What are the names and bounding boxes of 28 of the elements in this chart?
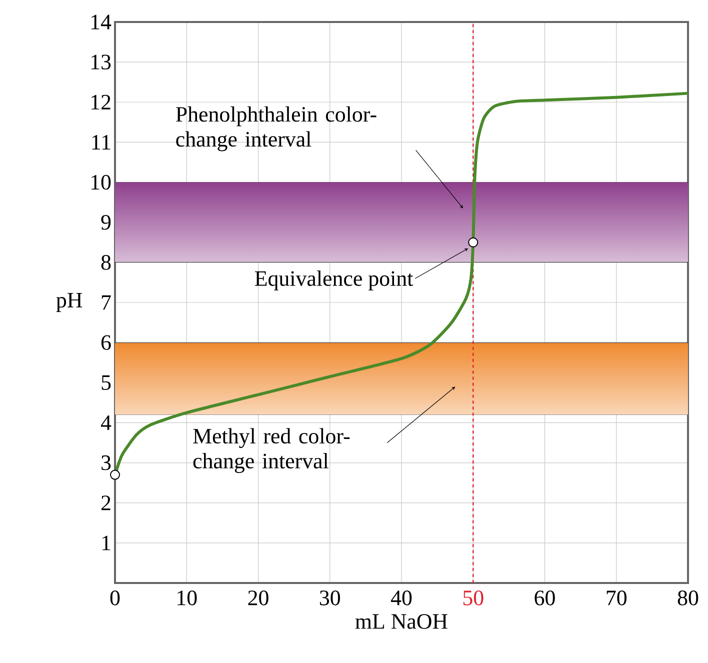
x-tick-label: 40 [390,590,412,606]
x-tick-label: 20 [248,590,268,606]
x-tick-label: 50 [463,590,484,606]
y-tick-label: 6 [101,335,111,350]
annotation: Equivalence point [254,270,414,290]
y-tick-label: 2 [101,496,110,510]
y-tick-label: 13 [91,54,111,70]
y-tick-label: 3 [102,455,111,470]
y-tick-label: 14 [91,14,112,30]
y-axis-title: pH [56,292,82,312]
y-tick-label: 8 [101,255,111,270]
x-tick-label: 10 [178,590,197,606]
y-tick-label: 9 [101,214,111,230]
y-tick-label: 11 [92,134,110,150]
x-tick-label: 70 [606,590,627,606]
x-axis-title: mL NaOH [355,614,448,629]
x-tick-label: 0 [110,590,120,606]
y-tick-label: 10 [91,174,111,190]
band-label: Phenolphthalein color-change interval [176,106,376,152]
x-tick-label: 60 [534,590,555,606]
y-tick-label: 4 [100,416,112,430]
x-tick-label: 30 [320,590,340,606]
band-label: Methyl red color-change interval [193,428,350,473]
y-tick-label: 12 [91,94,110,110]
y-tick-label: 7 [102,295,111,310]
y-tick-label: 1 [102,536,110,550]
y-tick-label: 5 [102,375,111,390]
x-tick-label: 80 [678,590,698,606]
